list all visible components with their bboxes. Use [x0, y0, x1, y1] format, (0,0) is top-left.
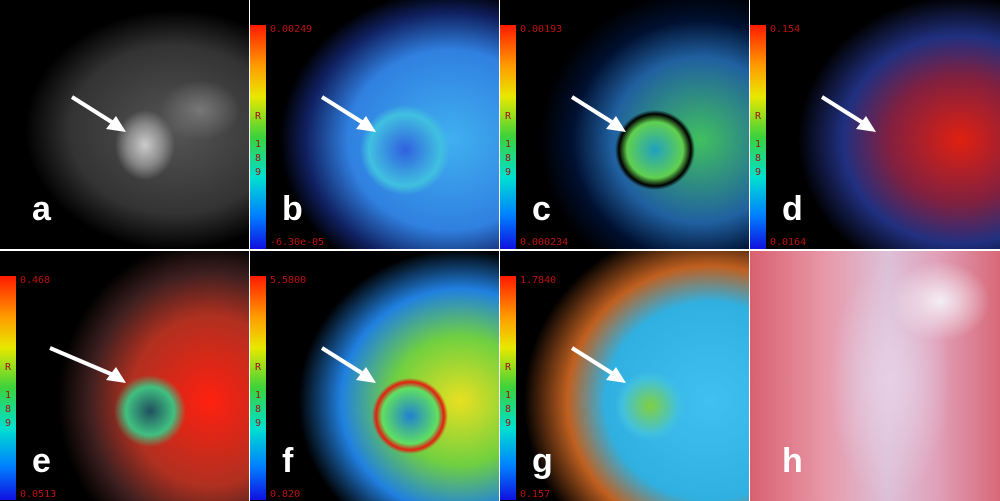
panel-letter: b — [282, 190, 303, 228]
colormap-image — [500, 251, 749, 501]
colormap-image — [500, 0, 749, 249]
color-scale-bar — [0, 276, 16, 500]
color-scale-bar — [500, 25, 516, 249]
panel-letter: c — [532, 190, 551, 228]
scale-min: 0.0164 — [770, 237, 807, 248]
histology-image — [750, 251, 1000, 501]
arrow-icon — [570, 346, 626, 383]
color-scale-bar — [500, 276, 516, 500]
arrow-icon — [570, 95, 626, 132]
panel-letter: a — [32, 190, 51, 228]
panel-letter: d — [782, 190, 803, 228]
panel-h: h — [750, 251, 1000, 501]
panel-letter: h — [782, 442, 803, 480]
arrow-icon — [70, 95, 126, 132]
colormap-image — [0, 251, 249, 501]
scale-min: 0.0513 — [20, 489, 57, 500]
panel-letter: g — [532, 442, 553, 480]
arrow-icon — [320, 346, 376, 383]
color-scale-bar — [250, 276, 266, 500]
panel-a: a — [0, 0, 249, 249]
colormap-image — [250, 251, 499, 501]
arrow-icon — [820, 95, 876, 132]
scale-max: 0.00249 — [270, 24, 313, 35]
color-scale-bar — [750, 25, 766, 249]
panel-letter: e — [32, 442, 51, 480]
scale-max: 0.00193 — [520, 24, 563, 35]
arrow-icon — [49, 346, 126, 383]
colormap-image — [250, 0, 499, 249]
arrow-icon — [320, 95, 376, 132]
mri-t2-image — [0, 0, 249, 249]
scale-max: 5.5800 — [270, 275, 307, 286]
scale-min: 0.157 — [520, 489, 551, 500]
scale-min: 0.820 — [270, 489, 301, 500]
colormap-image — [750, 0, 1000, 249]
scale-min: 0.000234 — [520, 237, 569, 248]
panel-letter: f — [282, 442, 294, 480]
scale-max: 0.468 — [20, 275, 51, 286]
color-scale-bar — [250, 25, 266, 249]
scale-max: 1.7840 — [520, 275, 557, 286]
scale-min: -6.30e-05 — [270, 237, 325, 248]
scale-max: 0.154 — [770, 24, 801, 35]
